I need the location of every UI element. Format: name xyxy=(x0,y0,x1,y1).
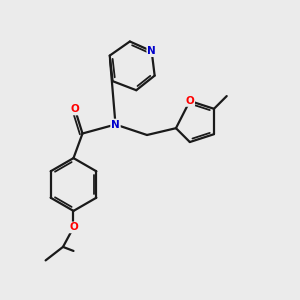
Text: O: O xyxy=(185,96,194,106)
Text: O: O xyxy=(69,222,78,233)
Text: N: N xyxy=(111,119,120,130)
Text: N: N xyxy=(147,46,156,56)
Text: O: O xyxy=(70,104,80,115)
